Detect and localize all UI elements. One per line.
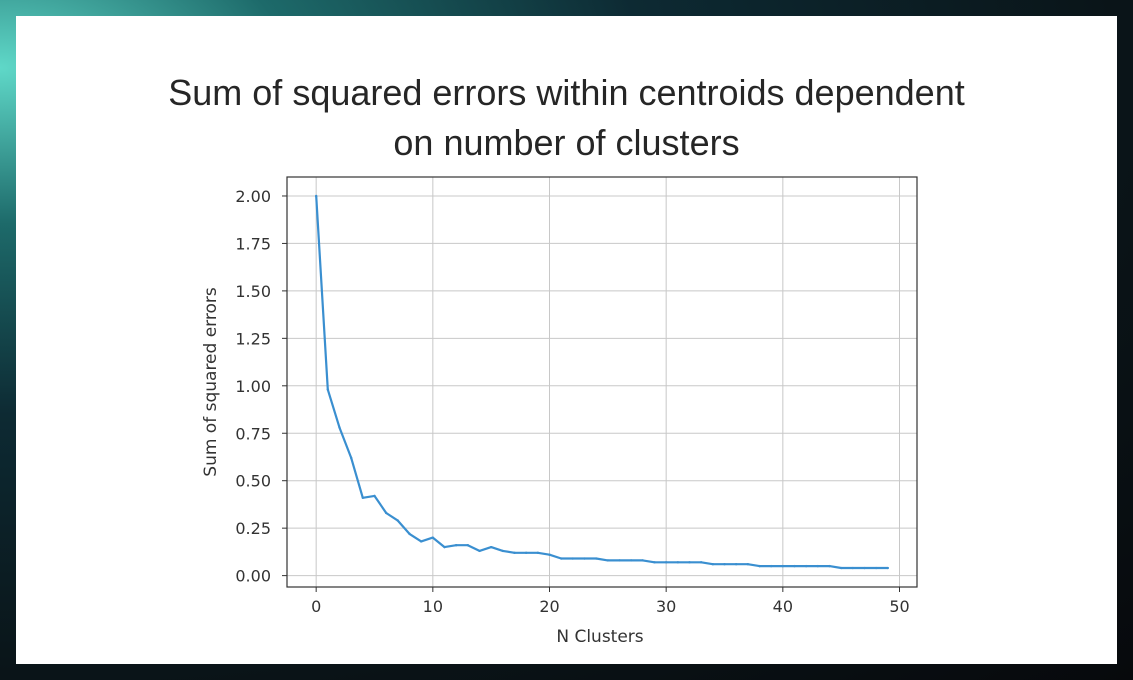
y-tick-label: 0.75 (235, 424, 271, 443)
chart-title: Sum of squared errors within centroids d… (16, 68, 1117, 168)
data-point (781, 564, 785, 568)
y-tick-label: 1.50 (235, 282, 271, 301)
data-point (664, 561, 668, 564)
chart-card: Sum of squared errors within centroids d… (16, 16, 1117, 664)
data-point (653, 561, 656, 564)
tick-labels: 0 10 20 30 40 50 0.00 0.25 0.50 0.75 1.00 1.25 1.50 1… (235, 187, 909, 616)
series-line (315, 195, 888, 570)
x-axis-label: N Clusters (556, 627, 643, 647)
data-point (618, 559, 621, 562)
x-tick-label: 30 (656, 597, 676, 616)
y-tick-label: 0.50 (235, 472, 271, 491)
data-point (431, 536, 435, 539)
data-point (583, 557, 586, 560)
data-point (641, 559, 645, 562)
data-point (839, 566, 843, 570)
data-point (559, 557, 563, 560)
data-point (314, 194, 318, 198)
data-point (361, 496, 365, 499)
data-point (419, 540, 423, 543)
data-point (863, 566, 866, 570)
x-tick-label: 0 (311, 597, 321, 616)
data-point (793, 564, 796, 568)
data-point (443, 545, 446, 549)
y-tick-label: 1.25 (235, 329, 271, 348)
data-point (454, 544, 458, 547)
data-point (769, 564, 773, 568)
data-point (326, 388, 330, 391)
x-tick-label: 10 (423, 597, 443, 616)
data-point (501, 549, 505, 553)
data-point (629, 559, 633, 562)
data-point (874, 566, 878, 570)
y-tick-label: 0.25 (235, 519, 271, 538)
data-point (734, 563, 738, 566)
y-tick-label: 2.00 (235, 187, 271, 206)
data-point (338, 426, 341, 429)
data-point (536, 551, 540, 555)
data-point (396, 519, 400, 522)
data-point (804, 564, 808, 568)
data-point (886, 566, 890, 570)
data-point (676, 561, 680, 564)
data-point (711, 563, 715, 566)
data-point (489, 545, 493, 549)
series-group (314, 194, 890, 570)
data-point (828, 564, 831, 568)
y-tick-label: 0.00 (235, 567, 271, 586)
data-point (758, 564, 761, 568)
data-point (688, 561, 691, 564)
grid-lines (287, 177, 917, 587)
data-point (816, 564, 820, 568)
y-axis-label: Sum of squared errors (201, 287, 221, 477)
data-point (851, 566, 855, 570)
data-point (746, 563, 750, 566)
data-point (594, 557, 598, 560)
data-point (723, 563, 726, 566)
data-point (606, 559, 610, 562)
chart-title-line-2: on number of clusters (393, 122, 740, 163)
x-tick-label: 40 (773, 597, 793, 616)
data-point (384, 511, 388, 515)
data-point (699, 561, 703, 564)
data-point (548, 553, 551, 556)
x-tick-label: 50 (889, 597, 909, 616)
y-tick-label: 1.00 (235, 377, 271, 396)
data-point (513, 551, 516, 555)
data-point (478, 549, 481, 553)
data-point (349, 456, 353, 460)
data-point (571, 557, 575, 560)
chart-title-line-1: Sum of squared errors within centroids d… (168, 72, 965, 113)
plot-frame (286, 176, 918, 588)
data-point (373, 494, 376, 498)
data-point (408, 532, 411, 536)
data-point (466, 544, 470, 547)
data-point (524, 551, 528, 555)
y-tick-label: 1.75 (235, 234, 271, 253)
x-tick-label: 20 (539, 597, 559, 616)
